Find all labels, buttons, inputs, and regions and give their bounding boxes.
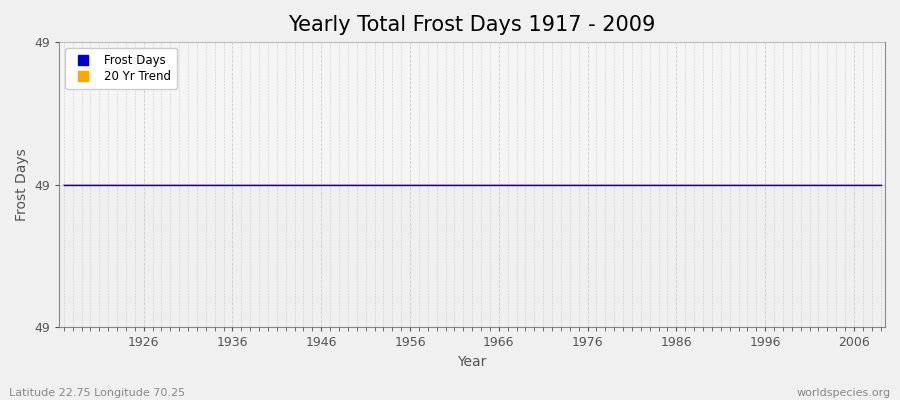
Title: Yearly Total Frost Days 1917 - 2009: Yearly Total Frost Days 1917 - 2009 (289, 15, 656, 35)
Text: worldspecies.org: worldspecies.org (796, 388, 891, 398)
Bar (59, 185, 885, 328)
Text: Latitude 22.75 Longitude 70.25: Latitude 22.75 Longitude 70.25 (9, 388, 185, 398)
Y-axis label: Frost Days: Frost Days (15, 148, 29, 221)
Legend: Frost Days, 20 Yr Trend: Frost Days, 20 Yr Trend (65, 48, 177, 89)
X-axis label: Year: Year (457, 355, 487, 369)
